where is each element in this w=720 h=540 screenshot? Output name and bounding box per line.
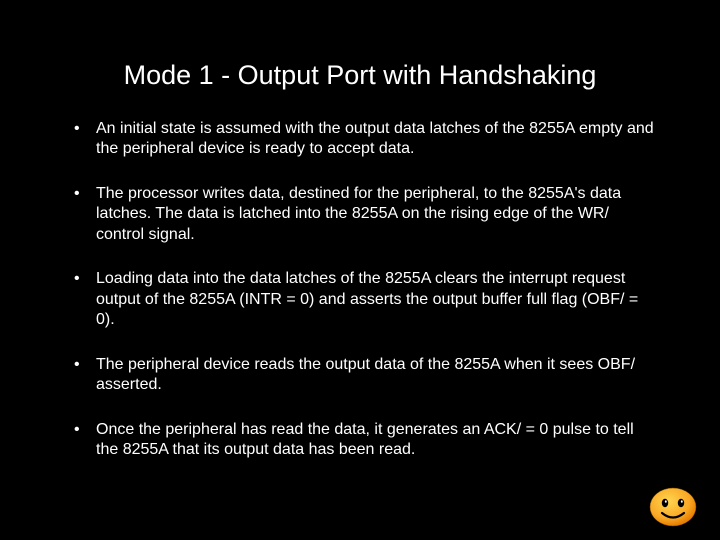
bullet-item: Loading data into the data latches of th… [74,269,660,330]
slide-title: Mode 1 - Output Port with Handshaking [60,60,660,91]
bullet-item: The peripheral device reads the output d… [74,355,660,396]
bullet-item: The processor writes data, destined for … [74,184,660,245]
bullet-item: An initial state is assumed with the out… [74,119,660,160]
slide-container: Mode 1 - Output Port with Handshaking An… [0,0,720,540]
smiley-icon [648,486,698,528]
bullet-list: An initial state is assumed with the out… [60,119,660,461]
bullet-item: Once the peripheral has read the data, i… [74,420,660,461]
